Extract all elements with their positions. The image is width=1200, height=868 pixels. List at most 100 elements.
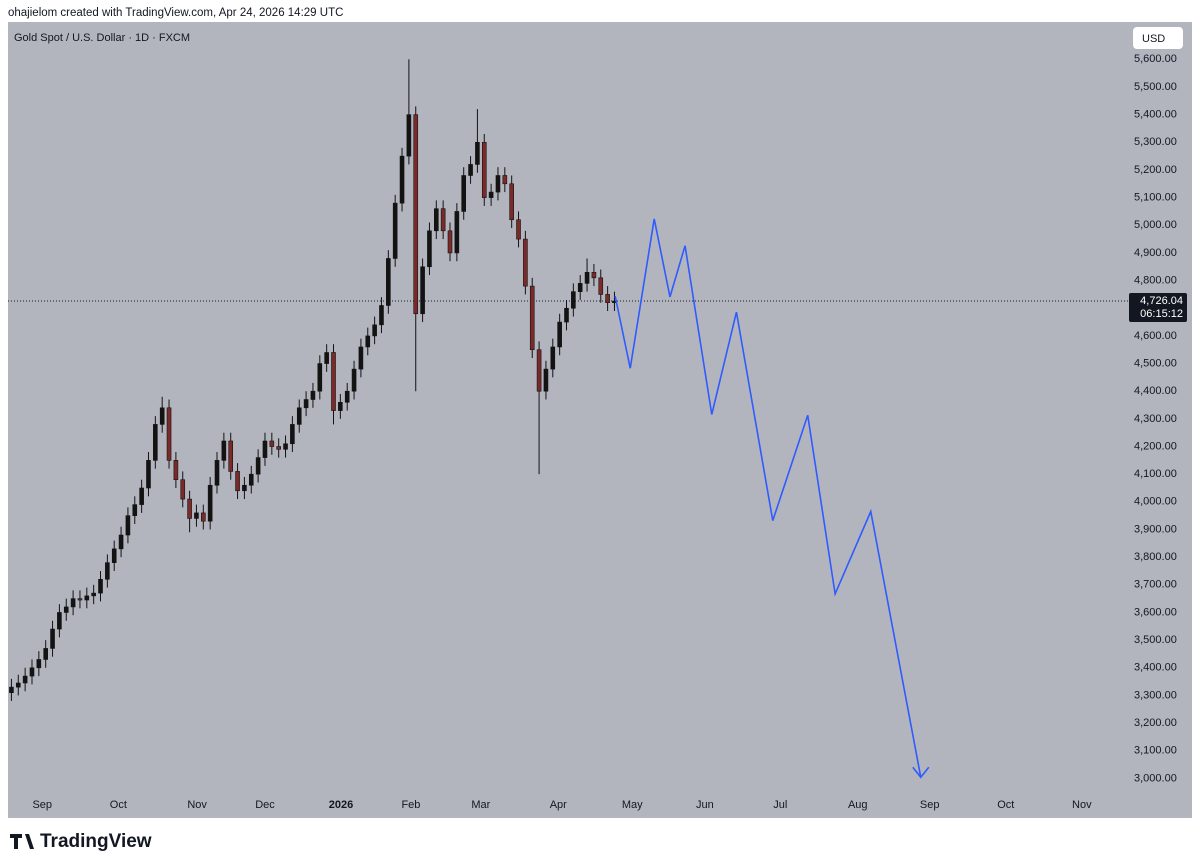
y-tick-label: 3,100.00 bbox=[1134, 745, 1177, 757]
candle-body bbox=[201, 512, 206, 522]
candle-body bbox=[331, 352, 336, 411]
candle-body bbox=[296, 407, 302, 425]
y-tick-label: 4,900.00 bbox=[1134, 247, 1177, 259]
x-tick-label: Sep bbox=[32, 799, 52, 811]
candle-body bbox=[379, 305, 384, 326]
candle-body bbox=[358, 346, 364, 370]
attribution: ohajielom created with TradingView.com, … bbox=[8, 7, 343, 19]
candle-body bbox=[447, 230, 453, 254]
x-tick-label: Nov bbox=[187, 799, 207, 811]
y-tick-label: 4,600.00 bbox=[1134, 330, 1177, 342]
candle-body bbox=[481, 142, 487, 198]
y-tick-label: 5,100.00 bbox=[1134, 192, 1177, 204]
brand-logo bbox=[10, 834, 34, 849]
candle-body bbox=[153, 424, 158, 461]
candle-body bbox=[276, 446, 281, 450]
candle-body bbox=[173, 460, 179, 481]
candle-body bbox=[98, 578, 103, 594]
y-tick-label: 5,000.00 bbox=[1134, 219, 1177, 231]
candle-body bbox=[509, 183, 514, 221]
y-tick-label: 5,200.00 bbox=[1134, 164, 1177, 176]
x-tick-label: Jun bbox=[696, 799, 714, 811]
candle-body bbox=[557, 321, 562, 348]
candle-body bbox=[523, 238, 528, 287]
candle-body bbox=[159, 407, 165, 425]
y-tick-label: 3,400.00 bbox=[1134, 662, 1177, 674]
y-tick-label: 4,500.00 bbox=[1134, 357, 1177, 369]
candle-body bbox=[550, 346, 556, 370]
candle-body bbox=[70, 598, 76, 608]
candle-body bbox=[529, 285, 535, 351]
candle-body bbox=[303, 399, 309, 409]
y-tick-label: 3,300.00 bbox=[1134, 689, 1177, 701]
candle-body bbox=[235, 471, 240, 492]
candle-body bbox=[584, 271, 590, 284]
candle-body bbox=[91, 592, 96, 597]
candle-body bbox=[50, 628, 55, 649]
candle-body bbox=[111, 548, 117, 563]
candle-body bbox=[248, 473, 254, 486]
candle-body bbox=[571, 291, 576, 309]
candle-body bbox=[180, 479, 186, 500]
brand-name: TradingView bbox=[40, 831, 152, 852]
candle-body bbox=[166, 407, 172, 461]
candle-body bbox=[63, 606, 69, 613]
y-tick-label: 3,500.00 bbox=[1134, 634, 1177, 646]
candle-body bbox=[406, 114, 412, 157]
y-tick-label: 3,900.00 bbox=[1134, 523, 1177, 535]
x-tick-label: Mar bbox=[471, 799, 490, 811]
x-tick-label: Oct bbox=[997, 799, 1014, 811]
x-tick-label: Sep bbox=[920, 799, 940, 811]
y-tick-label: 4,100.00 bbox=[1134, 468, 1177, 480]
candle-body bbox=[57, 612, 62, 630]
chart-title: Gold Spot / U.S. Dollar · 1D · FXCM bbox=[14, 32, 190, 44]
candle-body bbox=[187, 498, 192, 519]
candle-body bbox=[125, 515, 131, 536]
x-tick-label: Aug bbox=[848, 799, 868, 811]
candle-body bbox=[468, 164, 473, 176]
x-tick-label: Feb bbox=[401, 799, 420, 811]
candle-body bbox=[15, 682, 21, 688]
candle-body bbox=[221, 440, 227, 461]
last-price-box bbox=[1129, 293, 1187, 323]
candle-body bbox=[118, 534, 124, 550]
currency-box[interactable] bbox=[1133, 27, 1183, 49]
y-tick-label: 4,400.00 bbox=[1134, 385, 1177, 397]
y-tick-label: 4,000.00 bbox=[1134, 496, 1177, 508]
candle-body bbox=[139, 487, 144, 505]
candle-body bbox=[351, 368, 357, 392]
y-tick-label: 5,300.00 bbox=[1134, 136, 1177, 148]
candle-body bbox=[427, 230, 432, 268]
candle-body bbox=[132, 504, 138, 516]
currency-label[interactable]: USD bbox=[1142, 33, 1165, 45]
candle-body bbox=[365, 335, 371, 348]
projection-arrowhead bbox=[912, 766, 930, 779]
candle-body bbox=[536, 349, 542, 392]
x-tick-label: Oct bbox=[110, 799, 127, 811]
logo-icon bbox=[10, 834, 34, 849]
x-tick-label: Dec bbox=[255, 799, 275, 811]
x-tick-label: May bbox=[622, 799, 643, 811]
candle-body bbox=[420, 266, 425, 315]
candle-body bbox=[564, 307, 569, 323]
candle-body bbox=[577, 283, 583, 292]
y-tick-label: 3,700.00 bbox=[1134, 579, 1177, 591]
candle-body bbox=[22, 675, 28, 684]
candle-body bbox=[488, 191, 494, 198]
candle-body bbox=[43, 648, 48, 660]
candle-body bbox=[324, 352, 329, 364]
candle-body bbox=[386, 258, 391, 306]
y-tick-label: 3,800.00 bbox=[1134, 551, 1177, 563]
y-tick-label: 5,400.00 bbox=[1134, 109, 1177, 121]
candle-body bbox=[9, 686, 14, 693]
candle-body bbox=[454, 211, 460, 254]
chart-background bbox=[8, 22, 1192, 818]
candle-body bbox=[433, 208, 439, 232]
candle-body bbox=[283, 443, 288, 450]
candle-body bbox=[440, 208, 446, 232]
candle-body bbox=[543, 368, 549, 392]
candle-body bbox=[207, 484, 213, 522]
candle-body bbox=[77, 598, 83, 601]
candle-body bbox=[605, 294, 610, 304]
y-tick-label: 4,300.00 bbox=[1134, 413, 1177, 425]
